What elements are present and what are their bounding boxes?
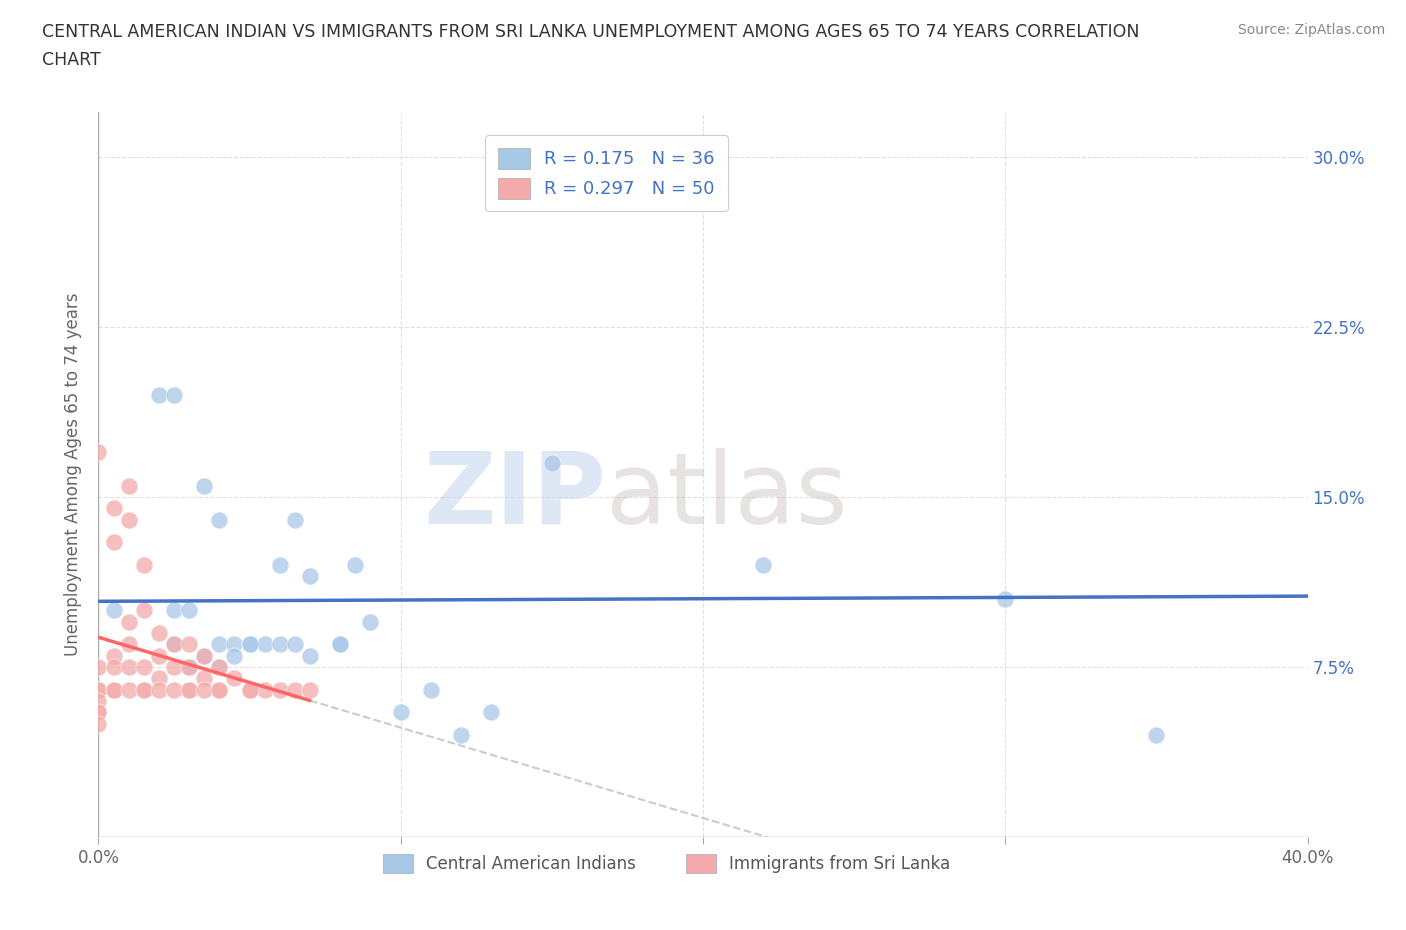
Point <box>208 659 231 674</box>
Point <box>103 683 125 698</box>
Point <box>224 671 246 685</box>
Point <box>239 683 262 698</box>
Point <box>148 648 170 663</box>
Point <box>284 683 307 698</box>
Point <box>87 705 110 720</box>
Point <box>1144 727 1167 742</box>
Point <box>299 683 322 698</box>
Point <box>103 659 125 674</box>
Point <box>450 727 472 742</box>
Point <box>103 648 125 663</box>
Point <box>193 648 215 663</box>
Point <box>329 637 352 652</box>
Point <box>344 558 367 573</box>
Point <box>224 637 246 652</box>
Point <box>540 456 562 471</box>
Y-axis label: Unemployment Among Ages 65 to 74 years: Unemployment Among Ages 65 to 74 years <box>65 293 83 656</box>
Point <box>103 535 125 550</box>
Point <box>239 637 262 652</box>
Point <box>284 512 307 527</box>
Text: CENTRAL AMERICAN INDIAN VS IMMIGRANTS FROM SRI LANKA UNEMPLOYMENT AMONG AGES 65 : CENTRAL AMERICAN INDIAN VS IMMIGRANTS FR… <box>42 23 1140 41</box>
Point <box>179 683 201 698</box>
Point <box>179 603 201 618</box>
Point <box>118 637 141 652</box>
Point <box>299 569 322 584</box>
Point <box>253 637 276 652</box>
Text: atlas: atlas <box>606 447 848 545</box>
Point <box>239 637 262 652</box>
Point <box>193 683 215 698</box>
Point <box>179 659 201 674</box>
Point <box>118 659 141 674</box>
Point <box>420 683 443 698</box>
Point <box>87 716 110 731</box>
Point <box>239 683 262 698</box>
Text: ZIP: ZIP <box>423 447 606 545</box>
Point <box>163 388 186 403</box>
Point <box>148 388 170 403</box>
Point <box>163 659 186 674</box>
Point <box>253 683 276 698</box>
Point <box>132 603 155 618</box>
Point <box>118 614 141 629</box>
Point <box>481 705 503 720</box>
Point <box>163 603 186 618</box>
Point <box>118 512 141 527</box>
Point <box>269 637 291 652</box>
Point <box>360 614 382 629</box>
Point <box>179 659 201 674</box>
Legend: Central American Indians, Immigrants from Sri Lanka: Central American Indians, Immigrants fro… <box>377 847 957 880</box>
Point <box>118 683 141 698</box>
Point <box>299 648 322 663</box>
Point <box>163 683 186 698</box>
Point <box>208 683 231 698</box>
Point <box>103 603 125 618</box>
Point <box>208 659 231 674</box>
Point <box>87 683 110 698</box>
Point <box>132 659 155 674</box>
Point <box>193 648 215 663</box>
Point <box>132 683 155 698</box>
Point <box>87 705 110 720</box>
Point <box>208 683 231 698</box>
Point <box>163 637 186 652</box>
Point <box>389 705 412 720</box>
Point <box>103 683 125 698</box>
Point <box>132 683 155 698</box>
Point <box>103 501 125 516</box>
Point <box>284 637 307 652</box>
Point <box>179 683 201 698</box>
Point <box>752 558 775 573</box>
Point <box>118 478 141 493</box>
Point <box>87 659 110 674</box>
Text: Source: ZipAtlas.com: Source: ZipAtlas.com <box>1237 23 1385 37</box>
Point <box>179 637 201 652</box>
Point <box>148 671 170 685</box>
Point <box>87 683 110 698</box>
Point <box>269 683 291 698</box>
Point <box>148 683 170 698</box>
Point <box>208 512 231 527</box>
Point <box>163 637 186 652</box>
Text: CHART: CHART <box>42 51 101 69</box>
Point <box>87 445 110 459</box>
Point <box>329 637 352 652</box>
Point <box>224 648 246 663</box>
Point <box>994 591 1017 606</box>
Point <box>692 172 714 187</box>
Point <box>193 671 215 685</box>
Point <box>87 694 110 709</box>
Point <box>208 637 231 652</box>
Point <box>132 558 155 573</box>
Point <box>193 478 215 493</box>
Point <box>148 626 170 641</box>
Point <box>269 558 291 573</box>
